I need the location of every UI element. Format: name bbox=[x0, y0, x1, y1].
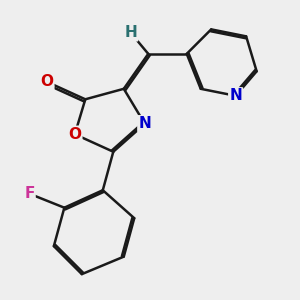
Text: H: H bbox=[124, 26, 137, 40]
Text: N: N bbox=[138, 116, 151, 131]
Text: O: O bbox=[40, 74, 53, 89]
Text: O: O bbox=[68, 127, 81, 142]
Text: F: F bbox=[24, 186, 34, 201]
Text: N: N bbox=[229, 88, 242, 103]
